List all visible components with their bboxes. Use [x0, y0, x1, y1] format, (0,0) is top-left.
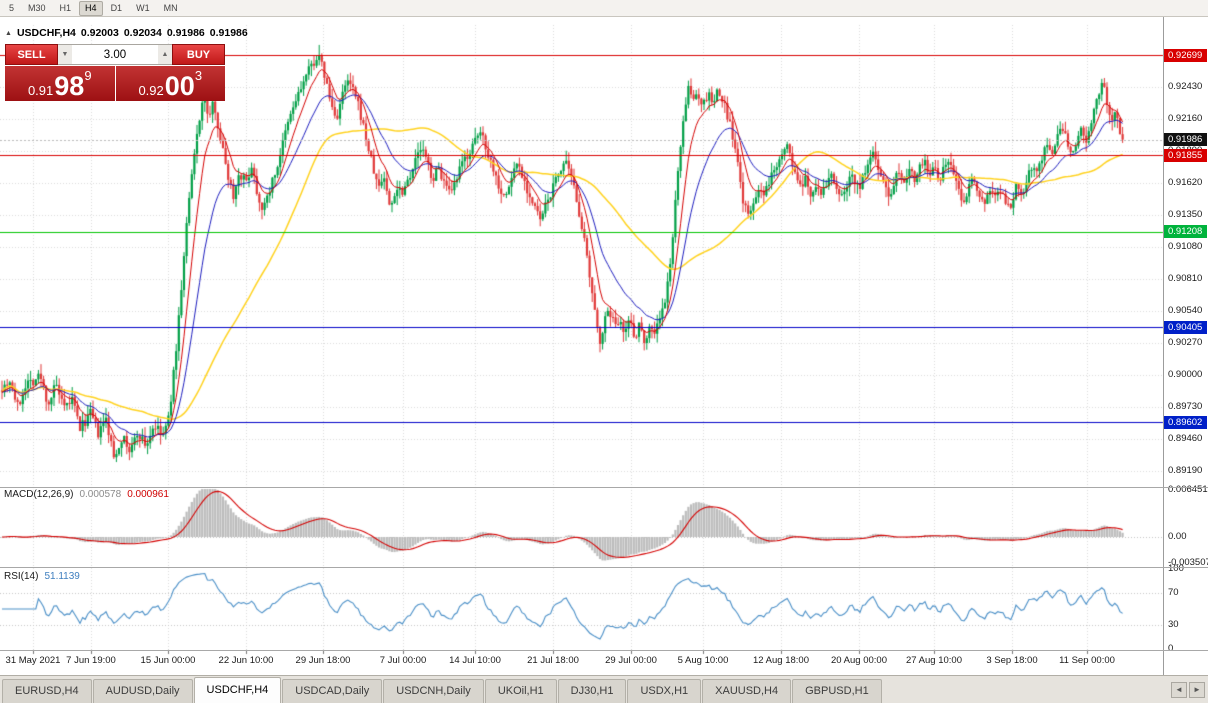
price-tick-label: 0.89730 — [1168, 401, 1203, 412]
price-badge: 0.91855 — [1164, 148, 1207, 162]
time-axis-label: 29 Jun 18:00 — [295, 655, 351, 666]
time-axis-label: 7 Jun 19:00 — [66, 655, 116, 666]
buy-price-display[interactable]: 0.92 00 3 — [115, 66, 225, 101]
price-tick-label: 0.92430 — [1168, 81, 1203, 92]
timeframe-button-d1[interactable]: D1 — [110, 2, 123, 13]
sell-price-prefix: 0.91 — [27, 83, 54, 98]
timeframe-button-h1[interactable]: H1 — [59, 2, 72, 13]
price-tick-label: 0.92160 — [1168, 113, 1203, 124]
macd-indicator-label: MACD(12,26,9) 0.000578 0.000961 — [4, 489, 169, 500]
rsi-scale-label: 100 — [1168, 563, 1184, 574]
timeframe-button-h4[interactable]: H4 — [79, 0, 103, 16]
chart-tab-usdcad-daily[interactable]: USDCAD,Daily — [282, 679, 383, 703]
chart-tab-eurusd-h4[interactable]: EURUSD,H4 — [2, 679, 92, 703]
time-axis-label: 22 Jun 10:00 — [218, 655, 274, 666]
price-tick-label: 0.90270 — [1168, 337, 1203, 348]
tab-scroll-left-icon[interactable]: ◄ — [1171, 682, 1187, 698]
rsi-value: 51.1139 — [44, 571, 80, 582]
price-tick-label: 0.91080 — [1168, 241, 1203, 252]
sell-price-big-digits: 98 — [54, 71, 85, 101]
chart-open-value: 0.92003 — [80, 27, 119, 39]
chart-tab-dj30-h1[interactable]: DJ30,H1 — [557, 679, 627, 703]
timeframe-button-5[interactable]: 5 — [9, 2, 15, 13]
chart-tab-usdcnh-daily[interactable]: USDCNH,Daily — [383, 679, 484, 703]
volume-decrease-icon[interactable]: ▼ — [58, 45, 72, 64]
panel-splitter[interactable] — [0, 567, 1208, 568]
price-tick-label: 0.91350 — [1168, 209, 1203, 220]
macd-name: MACD(12,26,9) — [4, 489, 74, 500]
rsi-scale-label: 70 — [1168, 587, 1179, 598]
chart-close-value: 0.91986 — [209, 27, 248, 39]
sell-price-pipette: 9 — [84, 68, 92, 83]
price-tick-label: 0.91620 — [1168, 177, 1203, 188]
sell-button[interactable]: SELL — [5, 44, 58, 65]
timeframe-button-w1[interactable]: W1 — [136, 2, 150, 13]
time-axis-label: 5 Aug 10:00 — [677, 655, 729, 666]
macd-signal-value: 0.000961 — [127, 489, 169, 500]
chart-high-value: 0.92034 — [123, 27, 162, 39]
price-badge: 0.90405 — [1164, 320, 1207, 334]
macd-scale-label: 0.00 — [1168, 531, 1187, 542]
time-axis-label: 3 Sep 18:00 — [986, 655, 1038, 666]
chart-tab-bar: EURUSD,H4 AUDUSD,Daily USDCHF,H4 USDCAD,Dai… — [0, 675, 1208, 703]
price-tick-label: 0.89190 — [1168, 465, 1203, 476]
volume-stepper: ▼ ▲ — [58, 44, 172, 65]
price-tick-label: 0.90540 — [1168, 305, 1203, 316]
volume-increase-icon[interactable]: ▲ — [158, 45, 172, 64]
time-axis-label: 14 Jul 10:00 — [449, 655, 501, 666]
macd-scale-label: 0.006451 — [1168, 483, 1208, 495]
time-axis-label: 29 Jul 00:00 — [605, 655, 657, 666]
time-axis-label: 20 Aug 00:00 — [831, 655, 887, 666]
time-axis-label: 7 Jul 00:00 — [379, 655, 427, 666]
price-tick-label: 0.90000 — [1168, 369, 1203, 380]
one-click-trade-panel: SELL ▼ ▲ BUY 0.91 98 9 0.92 00 3 — [5, 44, 225, 101]
buy-price-pipette: 3 — [194, 68, 203, 83]
chart-tab-usdchf-h4[interactable]: USDCHF,H4 — [193, 677, 282, 703]
rsi-indicator-label: RSI(14) 51.1139 — [4, 571, 80, 582]
time-axis-label: 21 Jul 18:00 — [527, 655, 579, 666]
time-axis-label: 11 Sep 00:00 — [1059, 655, 1115, 666]
price-badge: 0.91986 — [1164, 133, 1207, 147]
macd-main-value: 0.000578 — [79, 489, 122, 500]
buy-price-big-digits: 00 — [164, 71, 195, 101]
chart-low-value: 0.91986 — [166, 27, 205, 39]
volume-input[interactable] — [72, 45, 158, 64]
price-scale[interactable]: 0.924300.921600.918900.916200.913500.910… — [1164, 0, 1208, 675]
chart-symbol-period: USDCHF,H4 — [16, 27, 76, 39]
time-axis-label: 27 Aug 10:00 — [906, 655, 962, 666]
price-badge: 0.91208 — [1164, 225, 1207, 239]
tab-scroll-right-icon[interactable]: ► — [1189, 682, 1205, 698]
price-tick-label: 0.89460 — [1168, 433, 1203, 444]
chart-tab-gbpusd-h1[interactable]: GBPUSD,H1 — [792, 679, 882, 703]
buy-price-prefix: 0.92 — [138, 83, 164, 98]
chart-tab-audusd-daily[interactable]: AUDUSD,Daily — [92, 679, 193, 703]
time-axis[interactable]: 31 May 2021 7 Jun 19:00 15 Jun 00:00 22 Jun… — [0, 651, 1163, 674]
chart-shift-marker-icon: ▲ — [5, 29, 12, 37]
price-scale-border — [1163, 17, 1164, 675]
panel-splitter[interactable] — [0, 487, 1208, 488]
rsi-scale-label: 30 — [1168, 619, 1179, 630]
price-badge: 0.92699 — [1164, 48, 1207, 62]
panel-splitter[interactable] — [0, 650, 1208, 651]
chart-tab-ukoil-h1[interactable]: UKOil,H1 — [484, 679, 557, 703]
buy-button[interactable]: BUY — [172, 44, 225, 65]
chart-ohlc-title: ▲ USDCHF,H4 0.92003 0.92034 0.91986 0.91… — [5, 27, 248, 39]
price-badge: 0.89602 — [1164, 415, 1207, 429]
macd-scale-label: -0.003507 — [1168, 556, 1208, 568]
chart-tab-usdx-h1[interactable]: USDX,H1 — [627, 679, 702, 703]
tab-scroll-controls: ◄ ► — [1171, 682, 1205, 698]
rsi-scale-label: 0 — [1168, 643, 1174, 654]
price-tick-label: 0.90810 — [1168, 273, 1203, 284]
time-axis-label: 12 Aug 18:00 — [753, 655, 809, 666]
chart-tab-xauusd-h4[interactable]: XAUUSD,H4 — [702, 679, 792, 703]
timeframe-button-m30[interactable]: M30 — [28, 2, 46, 13]
timeframe-toolbar: 5 M30 H1 H4 D1 W1 MN — [0, 0, 1208, 17]
time-axis-label: 15 Jun 00:00 — [140, 655, 196, 666]
timeframe-button-mn[interactable]: MN — [163, 2, 178, 13]
rsi-name: RSI(14) — [4, 571, 39, 582]
time-axis-label: 31 May 2021 — [5, 655, 61, 666]
sell-price-display[interactable]: 0.91 98 9 — [5, 66, 115, 101]
